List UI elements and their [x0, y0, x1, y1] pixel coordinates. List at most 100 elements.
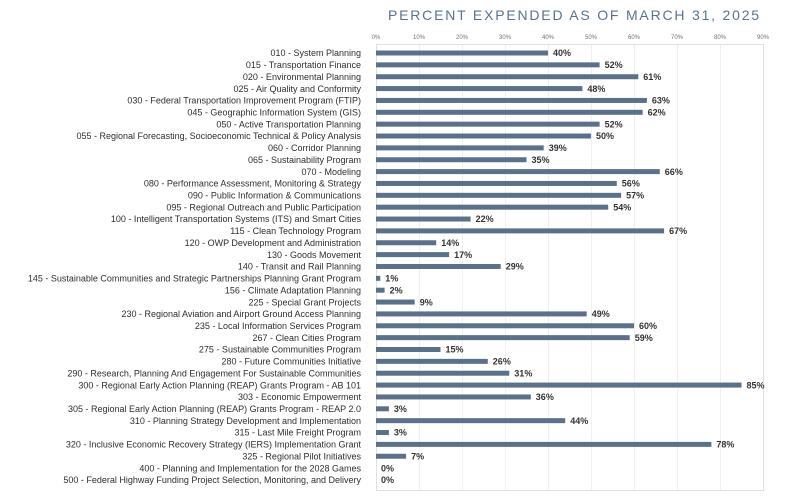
value-label: 54% [613, 202, 631, 212]
bar [376, 204, 609, 210]
value-label: 26% [493, 357, 511, 367]
category-label: 325 - Regional Pilot Initiatives [242, 451, 361, 461]
value-label-suffix: % [386, 463, 394, 473]
bar [376, 133, 591, 139]
value-label-suffix: % [559, 143, 567, 153]
category-label: 090 - Public Information & Communication… [188, 191, 362, 201]
bar [376, 216, 471, 222]
x-axis-tick-labels: 0% 10% 20% 30% 40% 50% 60% 70% 80% 90% [372, 35, 770, 41]
value-label: 36% [536, 392, 554, 402]
category-label: 045 - Geographic Information System (GIS… [187, 108, 361, 118]
value-label: 35% [532, 155, 550, 165]
value-label: 17% [454, 250, 472, 260]
value-label-suffix: % [597, 84, 605, 94]
x-tick-label: 90% [757, 35, 770, 41]
value-label-suffix: % [632, 179, 640, 189]
chart-title: PERCENT EXPENDED AS OF MARCH 31, 2025 [388, 7, 761, 23]
bar [376, 228, 665, 234]
value-label-number: 22 [476, 214, 486, 224]
bar [376, 109, 643, 115]
value-label-suffix: % [399, 428, 407, 438]
bar [376, 275, 381, 281]
value-label: 39% [549, 143, 567, 153]
value-label-number: 61 [643, 72, 653, 82]
category-label: 065 - Sustainability Program [248, 155, 361, 165]
value-label: 59% [635, 333, 653, 343]
value-label-number: 3 [394, 428, 399, 438]
value-label: 3% [394, 404, 407, 414]
value-label: 0% [381, 463, 394, 473]
category-label: 070 - Modeling [301, 167, 361, 177]
bar [376, 62, 600, 68]
value-label-suffix: % [386, 475, 394, 485]
category-label: 050 - Active Transportation Planning [216, 119, 361, 129]
value-label: 22% [476, 214, 494, 224]
category-label: 030 - Federal Transportation Improvement… [127, 96, 361, 106]
value-labels: 40%52%61%48%63%62%52%50%39%35%66%56%57%5… [381, 48, 765, 485]
value-label: 62% [648, 108, 666, 118]
value-label: 78% [716, 440, 734, 450]
value-label-suffix: % [456, 345, 464, 355]
value-label-suffix: % [464, 250, 472, 260]
value-label: 15% [446, 345, 464, 355]
value-label-suffix: % [636, 191, 644, 201]
bar [376, 192, 622, 198]
x-tick-label: 10% [413, 35, 426, 41]
bar [376, 263, 501, 269]
value-label-suffix: % [602, 309, 610, 319]
value-label-number: 52 [605, 119, 615, 129]
bar [376, 240, 437, 246]
category-label: 020 - Environmental Planning [243, 72, 361, 82]
value-label-number: 49 [592, 309, 602, 319]
value-label-number: 17 [454, 250, 464, 260]
x-tick-label: 30% [499, 35, 512, 41]
value-label-number: 14 [441, 238, 451, 248]
bar [376, 335, 630, 341]
value-label-number: 44 [570, 416, 580, 426]
value-label: 49% [592, 309, 610, 319]
category-label: 055 - Regional Forecasting, Socioeconomi… [77, 131, 362, 141]
value-label-number: 66 [665, 167, 675, 177]
bar [376, 74, 639, 80]
value-label: 3% [394, 428, 407, 438]
value-label-suffix: % [757, 380, 765, 390]
category-label: 300 - Regional Early Action Planning (RE… [78, 380, 361, 390]
value-label: 40% [553, 48, 571, 58]
value-label-number: 59 [635, 333, 645, 343]
value-label-number: 54 [613, 202, 623, 212]
value-label-suffix: % [675, 167, 683, 177]
value-label-number: 63 [652, 96, 662, 106]
value-label-suffix: % [726, 440, 734, 450]
value-label-number: 48 [587, 84, 597, 94]
x-tick-label: 70% [671, 35, 684, 41]
value-label: 85% [747, 380, 765, 390]
bar [376, 311, 587, 317]
category-label: 315 - Last Mile Freight Program [234, 428, 361, 438]
value-label-suffix: % [516, 262, 524, 272]
value-label-number: 60 [639, 321, 649, 331]
category-label: 100 - Intelligent Transportation Systems… [111, 214, 362, 224]
category-label: 280 - Future Communities Initiative [221, 357, 361, 367]
value-label-suffix: % [416, 451, 424, 461]
value-label-suffix: % [645, 333, 653, 343]
value-label: 2% [390, 285, 403, 295]
value-label: 9% [420, 297, 433, 307]
x-tick-label: 80% [714, 35, 727, 41]
value-label-suffix: % [395, 285, 403, 295]
value-label-number: 3 [394, 404, 399, 414]
value-label-suffix: % [606, 131, 614, 141]
bars [376, 50, 742, 459]
value-label-suffix: % [503, 357, 511, 367]
value-label-number: 7 [411, 451, 416, 461]
category-label: 145 - Sustainable Communities and Strate… [28, 274, 361, 284]
category-label: 500 - Federal Highway Funding Project Se… [63, 475, 361, 485]
value-label: 63% [652, 96, 670, 106]
bar [376, 430, 389, 436]
category-label: 095 - Regional Outreach and Public Parti… [166, 202, 361, 212]
category-label: 120 - OWP Development and Administration [185, 238, 361, 248]
bar [376, 441, 712, 447]
value-label-number: 62 [648, 108, 658, 118]
category-label: 275 - Sustainable Communities Program [199, 345, 361, 355]
bar [376, 406, 389, 412]
bar [376, 347, 441, 352]
